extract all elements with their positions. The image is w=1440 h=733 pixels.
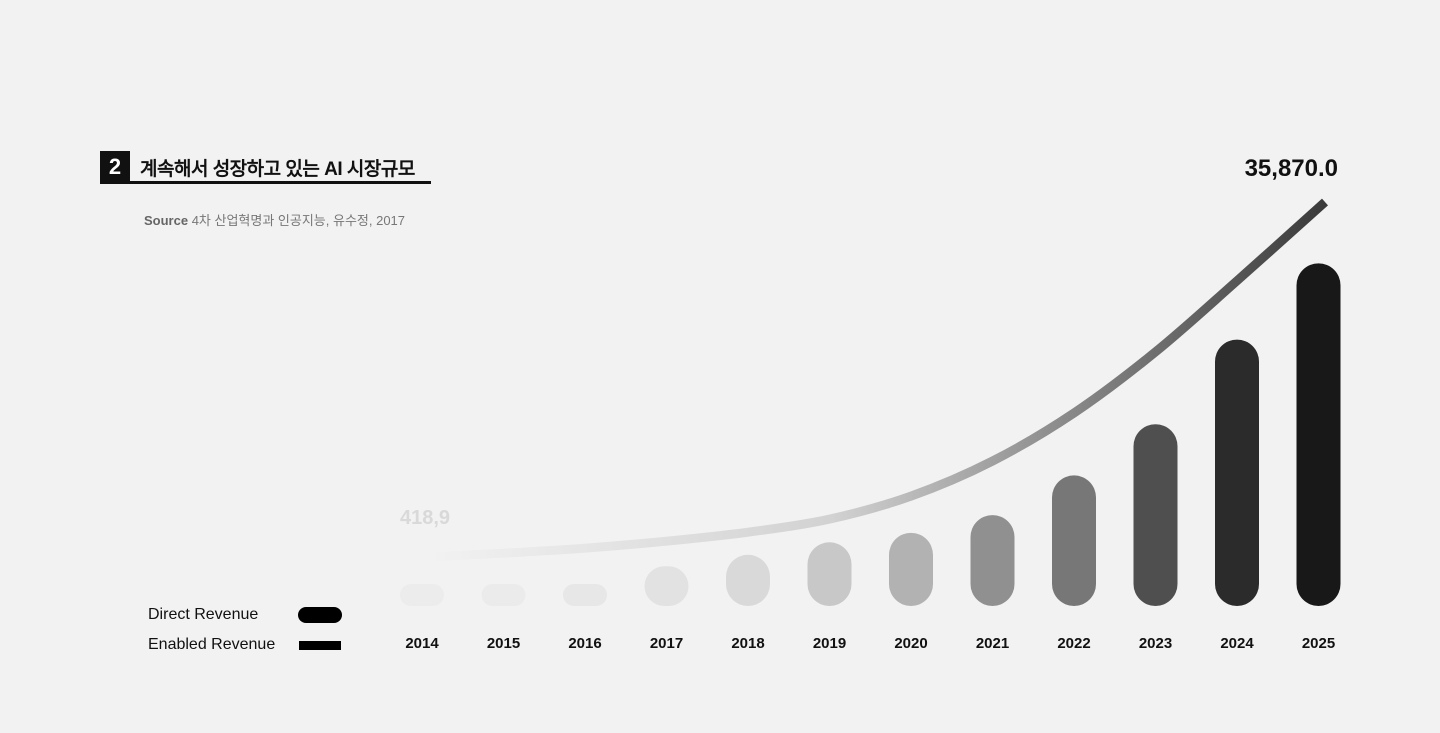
- legend-item-enabled: Enabled Revenue: [148, 630, 342, 660]
- legend-swatch-enabled: [299, 640, 341, 650]
- x-tick-label: 2018: [731, 635, 764, 652]
- bar-2018: [726, 554, 770, 606]
- legend: Direct Revenue Enabled Revenue: [148, 600, 342, 660]
- x-tick-label: 2020: [894, 635, 927, 652]
- x-tick-label: 2025: [1302, 635, 1335, 652]
- x-tick-label: 2017: [650, 635, 683, 652]
- x-tick-label: 2024: [1220, 635, 1254, 652]
- bar-2020: [889, 532, 933, 606]
- legend-label-enabled: Enabled Revenue: [148, 636, 276, 653]
- source-line: Source 4차 산업혁명과 인공지능, 유수정, 2017: [144, 210, 405, 229]
- bar-2014: [400, 584, 444, 606]
- bar-2023: [1133, 424, 1178, 606]
- legend-swatch-direct: [298, 607, 342, 623]
- title-underline: [100, 181, 431, 184]
- section-title: 계속해서 성장하고 있는 AI 시장규모: [140, 158, 415, 180]
- enabled-revenue-line: [427, 198, 1329, 562]
- bar-2015: [481, 584, 526, 606]
- section-heading: 2 계속해서 성장하고 있는 AI 시장규모: [100, 151, 415, 183]
- bar-2022: [1052, 475, 1096, 606]
- source-label: Source: [144, 213, 189, 228]
- legend-label-direct: Direct Revenue: [148, 606, 259, 623]
- annotation-end-value: 35,870.0: [1245, 155, 1338, 182]
- x-tick-label: 2014: [405, 635, 439, 652]
- bar-2017: [644, 566, 689, 606]
- x-tick-label: 2016: [568, 635, 601, 652]
- section-number: 2: [100, 151, 130, 183]
- bar-2025: [1296, 263, 1341, 606]
- bar-2021: [970, 515, 1015, 606]
- x-tick-label: 2022: [1057, 635, 1090, 652]
- source-text: 4차 산업혁명과 인공지능, 유수정, 2017: [191, 213, 406, 228]
- bar-2024: [1215, 339, 1259, 606]
- bar-2016: [563, 584, 607, 606]
- bar-2019: [807, 542, 852, 606]
- x-tick-label: 2019: [813, 635, 846, 652]
- x-tick-label: 2023: [1139, 635, 1172, 652]
- legend-item-direct: Direct Revenue: [148, 600, 342, 630]
- x-tick-label: 2015: [487, 635, 520, 652]
- x-tick-label: 2021: [976, 635, 1009, 652]
- annotation-start-value: 418,9: [400, 507, 450, 529]
